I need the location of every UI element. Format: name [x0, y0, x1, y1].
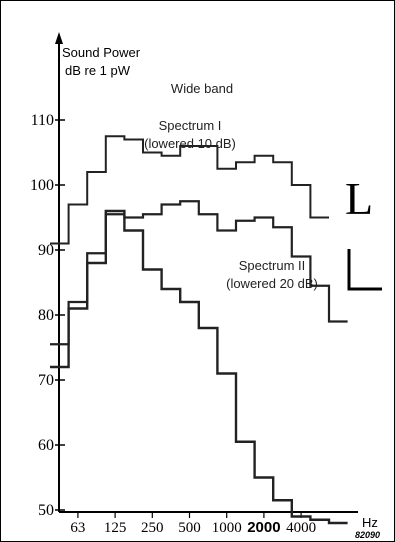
series-annotation-0: Wide band	[171, 81, 233, 96]
y-axis-arrow	[55, 32, 63, 44]
y-tick-label: 80	[38, 307, 54, 324]
x-tick-label: 125	[104, 520, 127, 536]
axes	[55, 32, 382, 518]
side-mark-leader	[347, 249, 382, 291]
x-tick-label: 63	[70, 520, 85, 536]
y-tick-label: 110	[31, 112, 54, 129]
x-axis-unit: Hz	[362, 515, 378, 530]
y-axis-label-line2: dB re 1 pW	[65, 63, 131, 78]
series-annotation-2: (lowered 20 dB)	[226, 276, 318, 291]
series-annotation-1: (lowered 10 dB)	[144, 136, 236, 151]
x-tick-label: 4000	[286, 520, 316, 536]
series-line-0	[50, 135, 329, 245]
y-tick-label: 70	[38, 372, 54, 389]
x-tick-label: 2000	[247, 519, 280, 536]
series-annotation-2: Spectrum II	[239, 258, 305, 273]
y-tick-label: 50	[38, 502, 54, 519]
side-mark: L	[345, 173, 373, 224]
series-annotation-1: Spectrum I	[159, 118, 222, 133]
series-layer	[50, 135, 348, 525]
y-tick-label: 100	[30, 177, 54, 194]
series-line-2	[50, 209, 348, 525]
y-axis-label-line1: Sound Power	[62, 45, 141, 60]
y-tick-label: 90	[38, 242, 54, 259]
y-tick-label: 60	[38, 437, 54, 454]
x-tick-label: 500	[178, 520, 201, 536]
figure-code: 82090	[355, 530, 380, 540]
x-tick-label: 1000	[212, 520, 242, 536]
labels-layer: Sound Power dB re 1 pW Hz 82090 L 110 100…	[30, 45, 380, 540]
x-tick-label: 250	[141, 520, 164, 536]
